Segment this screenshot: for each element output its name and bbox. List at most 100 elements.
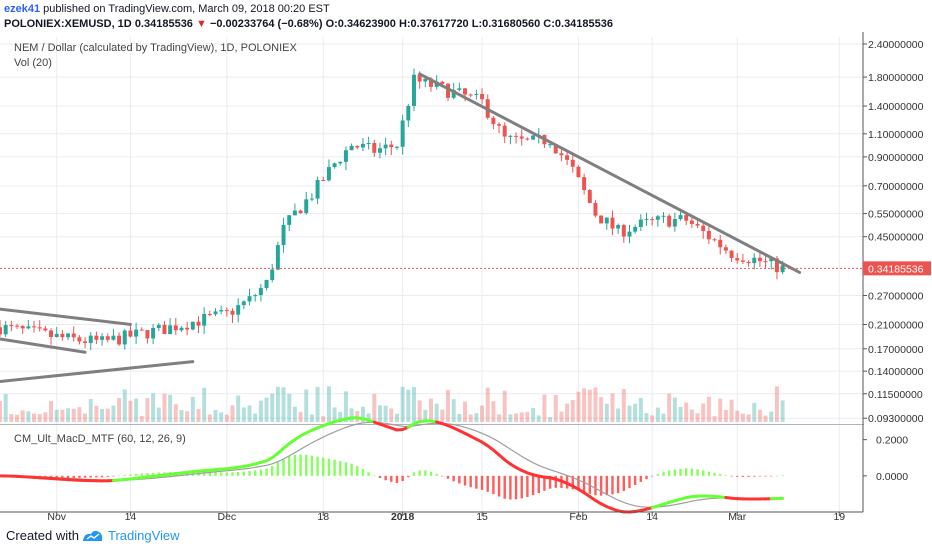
candle-body [508, 135, 513, 137]
macd-histogram-bar [531, 475, 535, 496]
candle-body [644, 219, 649, 221]
price-tick-label: 1.80000000 [868, 72, 924, 84]
candle-body [88, 335, 93, 343]
macd-histogram-bar [736, 475, 739, 477]
candle-body [9, 325, 14, 327]
volume-bar [514, 413, 519, 422]
candle-body [162, 324, 167, 335]
macd-histogram-bar [690, 468, 694, 476]
macd-histogram-bar [696, 469, 699, 476]
volume-bar [179, 410, 184, 422]
candle-body [26, 326, 31, 329]
candle-body [253, 295, 258, 297]
macd-histogram-bar [469, 475, 472, 488]
candle-body [752, 257, 757, 264]
candle-body [678, 215, 683, 219]
volume-bar [3, 394, 8, 422]
candle-body [701, 225, 706, 231]
candle-body [667, 215, 672, 227]
candle-body [304, 199, 309, 214]
macd-histogram-bar [305, 454, 308, 476]
macd-histogram-bar [407, 475, 410, 478]
macd-histogram-bar [446, 475, 450, 479]
macd-histogram-bar [509, 475, 512, 500]
macd-histogram-bar [117, 475, 121, 477]
candles [0, 68, 785, 351]
macd-histogram-bar [339, 460, 342, 476]
trendline [0, 307, 132, 326]
candle-body [383, 144, 388, 149]
candle-body [20, 325, 25, 329]
volume-bar [531, 408, 536, 422]
candle-body [105, 336, 110, 340]
price-chart[interactable]: 2.40000000 1.80000000 1.40000000 1.10000000… [0, 32, 932, 522]
candle-body [49, 330, 54, 338]
candle-body [412, 74, 416, 106]
price-tick-label: 0.90000000 [868, 152, 924, 164]
candle-body [372, 142, 377, 153]
candle-body [570, 159, 575, 167]
volume-bar [343, 391, 348, 422]
macd-histogram-bar [673, 469, 677, 476]
macd-label: CM_Ult_MacD_MTF (60, 12, 26, 9) [14, 433, 186, 445]
volume-bar [264, 397, 269, 422]
candle-body [3, 325, 8, 335]
candle-body [621, 225, 626, 237]
volume-bar [661, 413, 666, 422]
macd-histogram-bar [350, 463, 353, 476]
macd-histogram-bar [123, 475, 126, 476]
macd-histogram-bar [390, 475, 393, 482]
candle-body [604, 217, 609, 224]
macd-histogram-bar [253, 470, 257, 476]
macd-histogram-bar [679, 468, 682, 476]
volume-bar [570, 400, 575, 422]
chart-header: ezek41 published on TradingView.com, Mar… [0, 0, 932, 32]
candle-body [548, 144, 553, 146]
candle-body [723, 247, 728, 251]
volume-bars [0, 386, 785, 422]
candle-body [202, 313, 207, 326]
macd-histogram-bar [458, 475, 461, 484]
price-tick-label: 2.40000000 [868, 39, 924, 51]
macd-histogram-bar [702, 470, 705, 476]
candle-body [746, 261, 751, 264]
candle-body [446, 83, 450, 98]
candle-body [213, 311, 218, 315]
candle-body [514, 135, 519, 137]
volume-bar [298, 412, 303, 422]
volume-bar [134, 398, 139, 422]
volume-bar [650, 415, 655, 422]
volume-bar [304, 389, 309, 422]
candle-body [525, 138, 530, 140]
candle-body [111, 335, 116, 340]
macd-histogram-bar [684, 468, 688, 476]
current-price-tag [863, 261, 931, 276]
volume-bar [667, 393, 672, 422]
volume-bar [559, 411, 564, 422]
volume-bar [616, 408, 621, 422]
publish-info: ezek41 published on TradingView.com, Mar… [4, 2, 330, 16]
volume-bar [423, 409, 428, 422]
macd-histogram-bar [571, 475, 574, 490]
volume-label: Vol (20) [14, 57, 52, 69]
time-tick-label: 2018 [391, 511, 415, 522]
volume-bar [463, 401, 468, 422]
macd-histogram-bar [378, 475, 382, 479]
macd-histogram-bar [599, 475, 603, 496]
candle-body [230, 310, 235, 315]
price-tick-label: 0.14000000 [868, 366, 924, 378]
price-tick-label: 0.70000000 [868, 181, 924, 193]
candle-body [287, 215, 292, 225]
candle-body [315, 180, 320, 199]
macd-histogram-bar [713, 472, 716, 476]
macd-histogram-bar [662, 472, 665, 476]
volume-bar [451, 399, 456, 422]
candle-body [451, 89, 456, 98]
author-link[interactable]: ezek41 [4, 3, 41, 15]
tradingview-brand[interactable]: TradingView [108, 528, 180, 543]
symbol-info: POLONIEX:XEMUSD, 1D 0.34185536 ▼ −0.0023… [4, 17, 613, 31]
volume-bar [752, 402, 757, 422]
macd-histogram-bar [384, 475, 387, 481]
volume-bar [763, 415, 768, 422]
candle-body [100, 336, 105, 340]
